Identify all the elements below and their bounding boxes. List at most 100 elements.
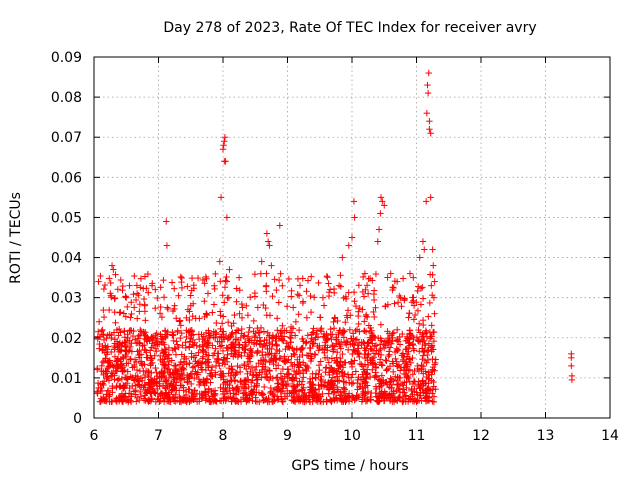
data-point <box>354 342 362 349</box>
data-point <box>428 348 435 355</box>
data-point <box>343 394 350 401</box>
data-point <box>289 345 296 352</box>
data-point <box>328 381 336 388</box>
data-point <box>321 378 329 386</box>
data-point <box>430 393 438 400</box>
data-point <box>168 279 176 286</box>
data-point <box>425 379 432 387</box>
data-point <box>230 395 237 402</box>
data-point <box>343 338 350 345</box>
data-point <box>226 381 233 389</box>
data-point <box>265 394 272 402</box>
data-point <box>345 242 352 249</box>
data-point <box>315 279 322 287</box>
data-point <box>235 274 243 281</box>
data-point <box>374 238 381 245</box>
data-point <box>218 320 226 327</box>
data-point <box>282 345 289 353</box>
data-point <box>287 334 295 342</box>
data-point <box>143 336 150 343</box>
data-point <box>320 333 327 340</box>
data-point <box>362 286 369 294</box>
data-point <box>322 369 329 376</box>
data-point <box>352 327 359 335</box>
data-point <box>303 288 310 295</box>
data-point <box>342 392 349 400</box>
data-point <box>417 285 425 292</box>
data-point <box>383 357 390 365</box>
data-point <box>158 313 166 321</box>
data-point <box>290 367 298 375</box>
data-point <box>154 385 161 393</box>
data-point <box>250 317 257 325</box>
data-point <box>350 394 357 401</box>
data-point <box>284 380 292 388</box>
data-point <box>246 324 253 331</box>
data-point <box>129 332 137 340</box>
data-point <box>331 314 339 321</box>
data-point <box>423 392 430 400</box>
data-point <box>233 369 241 376</box>
data-point <box>247 345 254 352</box>
data-point <box>143 354 150 361</box>
data-point <box>299 386 306 393</box>
data-point <box>345 289 352 296</box>
data-point <box>401 295 408 302</box>
data-point <box>163 389 170 396</box>
data-point <box>228 350 235 357</box>
data-point <box>315 385 323 393</box>
data-point <box>419 382 427 389</box>
data-point <box>296 364 303 371</box>
data-point <box>268 335 276 342</box>
data-point <box>113 326 121 334</box>
data-point <box>108 293 115 301</box>
data-point <box>428 371 435 378</box>
data-point <box>374 397 381 405</box>
data-point <box>342 318 349 326</box>
data-point <box>253 363 260 370</box>
data-point <box>102 367 110 375</box>
data-point <box>142 317 149 324</box>
data-point <box>134 348 141 355</box>
data-point <box>393 337 401 344</box>
data-point <box>399 398 406 406</box>
data-point <box>164 304 171 311</box>
data-point <box>223 214 231 221</box>
data-point <box>201 378 208 385</box>
data-point <box>281 353 288 360</box>
data-point <box>205 330 212 337</box>
data-point <box>230 320 237 327</box>
data-point <box>124 348 132 355</box>
data-point <box>195 331 203 338</box>
x-tick-label: 14 <box>601 428 619 444</box>
data-point <box>136 301 144 308</box>
data-point <box>299 298 307 305</box>
data-point <box>186 316 193 324</box>
data-point <box>267 388 275 395</box>
data-point <box>416 254 423 261</box>
data-point <box>430 337 438 345</box>
data-point <box>381 202 388 209</box>
data-point <box>362 390 369 398</box>
data-point <box>304 277 312 284</box>
data-point <box>213 319 220 327</box>
data-point <box>220 142 227 149</box>
data-point <box>122 351 129 359</box>
data-point <box>219 388 227 395</box>
data-point <box>396 380 404 388</box>
data-point <box>273 333 280 341</box>
data-point <box>364 357 371 364</box>
data-point <box>376 377 384 384</box>
data-point <box>216 258 223 265</box>
data-point <box>419 377 426 384</box>
data-point <box>427 194 434 201</box>
data-point <box>105 363 113 370</box>
data-point <box>224 351 231 359</box>
data-point <box>277 388 284 396</box>
data-point <box>207 379 214 386</box>
data-point <box>131 377 138 384</box>
data-point <box>259 348 266 356</box>
data-point <box>361 270 369 277</box>
data-point <box>304 364 312 372</box>
data-point <box>422 198 430 205</box>
